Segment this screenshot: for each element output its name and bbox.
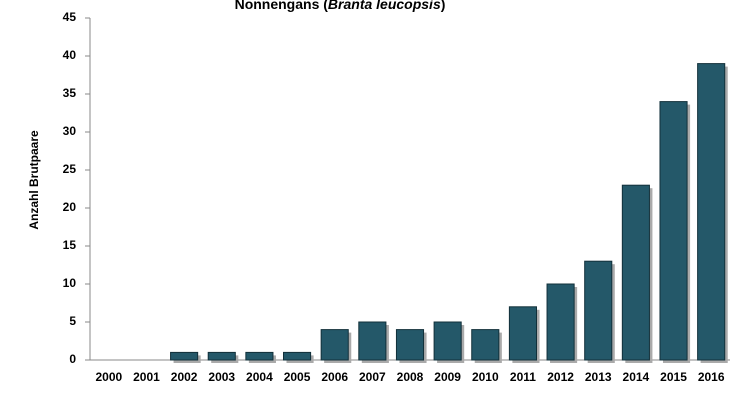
bar: [433, 321, 462, 361]
x-tick-label: 2003: [208, 370, 235, 384]
y-tick-label: 30: [63, 124, 77, 138]
y-axis-label: Anzahl Brutpaare: [27, 130, 41, 230]
bar: [546, 283, 575, 361]
x-tick-label: 2002: [171, 370, 198, 384]
bar: [621, 184, 650, 361]
x-tick-label: 2009: [434, 370, 461, 384]
bar: [395, 329, 425, 361]
y-tick-label: 10: [63, 276, 77, 290]
x-tick-label: 2015: [660, 370, 687, 384]
y-tick-label: 45: [63, 10, 77, 24]
x-tick-label: 2001: [133, 370, 160, 384]
bar: [508, 306, 537, 361]
bar: [697, 63, 726, 361]
x-tick-label: 2011: [510, 370, 536, 384]
x-tick-label: 2012: [547, 370, 574, 384]
x-tick-label: 2006: [321, 370, 348, 384]
y-tick-label: 0: [69, 352, 76, 366]
y-tick-label: 25: [63, 162, 77, 176]
x-tick-label: 2016: [698, 370, 725, 384]
bar: [283, 351, 312, 361]
y-tick-label: 20: [63, 200, 77, 214]
bar: [207, 351, 236, 361]
bar: [245, 351, 274, 361]
bar: [471, 329, 500, 361]
bar: [584, 260, 613, 361]
bar: [659, 101, 688, 361]
x-tick-label: 2010: [472, 370, 499, 384]
x-tick-label: 2007: [359, 370, 386, 384]
title-part: ): [441, 0, 446, 12]
x-tick-label: 2005: [284, 370, 311, 384]
x-tick-label: 2013: [585, 370, 612, 384]
x-tick-label: 2008: [397, 370, 424, 384]
title-part: Nonnengans (: [235, 0, 329, 12]
title-part: Branta leucopsis: [328, 0, 441, 12]
bar: [320, 329, 349, 361]
bar: [170, 351, 199, 361]
y-tick-label: 35: [63, 86, 77, 100]
x-tick-label: 2004: [246, 370, 273, 384]
x-tick-label: 2000: [95, 370, 122, 384]
bar: [358, 321, 387, 361]
y-tick-label: 15: [63, 238, 77, 252]
y-tick-label: 5: [69, 314, 76, 328]
y-tick-label: 40: [63, 48, 77, 62]
x-tick-label: 2014: [623, 370, 650, 384]
chart-title: Nonnengans (Branta leucopsis): [235, 0, 446, 12]
